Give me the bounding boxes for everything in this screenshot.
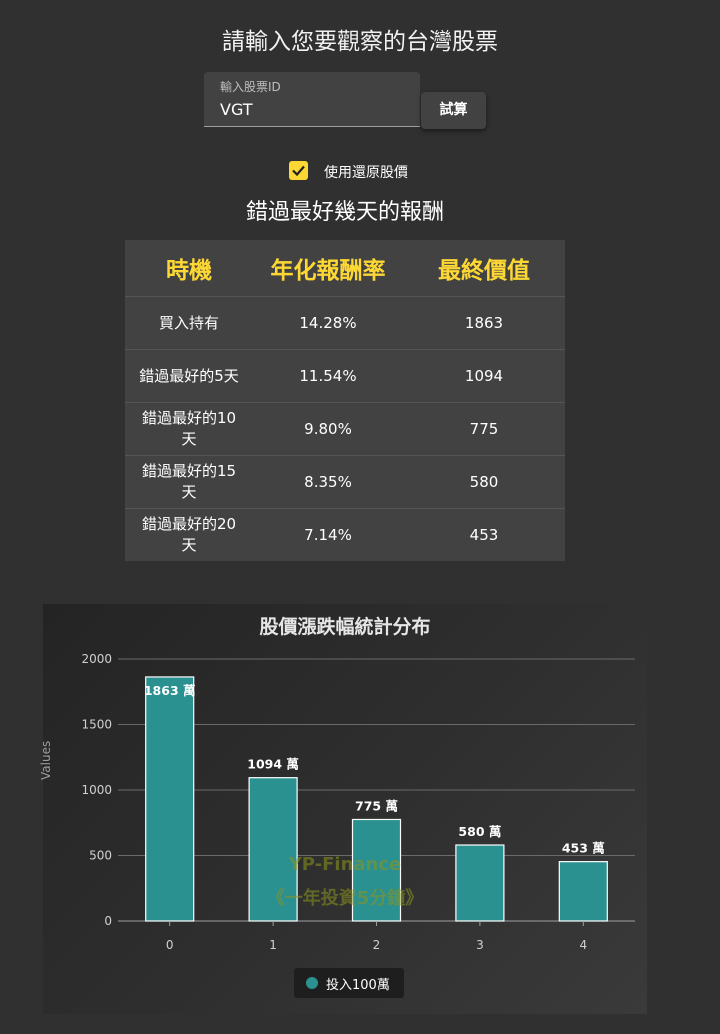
table-row: 錯過最好的15天 8.35% 580 xyxy=(125,455,565,509)
bar-data-label: 580 萬 xyxy=(458,824,501,839)
y-tick-label: 500 xyxy=(89,849,112,863)
stock-id-input[interactable]: 輸入股票ID VGT xyxy=(204,72,420,127)
cell-timing: 錯過最好的20天 xyxy=(141,515,237,554)
bar-data-label: 453 萬 xyxy=(562,841,605,856)
adjusted-price-label: 使用還原股價 xyxy=(324,165,408,181)
section-title: 錯過最好幾天的報酬 xyxy=(245,200,444,225)
x-tick-label: 4 xyxy=(579,938,587,952)
cell-annual-return: 11.54% xyxy=(253,349,403,403)
cell-annual-return: 14.28% xyxy=(253,296,403,350)
y-tick-label: 1000 xyxy=(81,783,112,797)
x-tick-label: 3 xyxy=(476,938,484,952)
table-row: 錯過最好的10天 9.80% 775 xyxy=(125,402,565,456)
bar xyxy=(558,861,608,922)
x-tick-label: 0 xyxy=(166,938,174,952)
table-row: 錯過最好的20天 7.14% 453 xyxy=(125,509,565,562)
stock-id-label: 輸入股票ID xyxy=(220,80,281,94)
cell-final-value: 775 xyxy=(403,402,565,456)
cell-timing: 買入持有 xyxy=(125,296,253,350)
header-annual-return: 年化報酬率 xyxy=(253,240,403,297)
bar-chart: 0 500 1000 1500 2000 1863 萬 0 1094 萬 1 775 萬 2 580 … xyxy=(81,652,635,952)
stock-id-value[interactable]: VGT xyxy=(220,100,253,119)
y-tick-label: 2000 xyxy=(81,652,112,666)
header-timing: 時機 xyxy=(125,240,253,297)
cell-timing: 錯過最好的10天 xyxy=(125,402,253,456)
cell-timing: 錯過最好的15天 xyxy=(125,455,253,509)
table-row: 錯過最好的5天 11.54% 1094 xyxy=(125,349,565,403)
bar xyxy=(455,844,505,922)
y-tick-label: 1500 xyxy=(81,718,112,732)
bar-data-label: 1863 萬 xyxy=(144,683,196,698)
x-tick-label: 2 xyxy=(373,938,381,952)
bar xyxy=(248,777,298,922)
adjusted-price-checkbox[interactable] xyxy=(289,161,308,180)
legend-label: 投入100萬 xyxy=(326,978,390,993)
page-title: 請輸入您要觀察的台灣股票 xyxy=(222,29,498,55)
calculate-button[interactable]: 試算 xyxy=(421,92,486,129)
table-row: 買入持有 14.28% 1863 xyxy=(125,296,565,350)
bar-data-label: 1094 萬 xyxy=(247,757,299,772)
returns-table: 時機 年化報酬率 最終價值 買入持有 14.28% 1863 錯過最好的5天 1… xyxy=(125,240,565,561)
cell-final-value: 580 xyxy=(403,455,565,509)
cell-final-value: 1863 xyxy=(403,296,565,350)
y-tick-label: 0 xyxy=(104,914,112,928)
x-tick-label: 1 xyxy=(269,938,277,952)
bar-data-label: 775 萬 xyxy=(355,798,398,813)
check-icon xyxy=(292,165,305,177)
cell-annual-return: 8.35% xyxy=(253,455,403,509)
header-final-value: 最終價值 xyxy=(403,240,565,297)
legend-marker xyxy=(306,977,318,989)
bar xyxy=(351,818,402,922)
watermark-line-1: YP-Finance xyxy=(288,854,402,875)
cell-annual-return: 9.80% xyxy=(253,402,403,456)
cell-annual-return: 7.14% xyxy=(304,526,352,544)
cell-final-value: 453 xyxy=(469,526,499,544)
chart-title: 股價漲跌幅統計分布 xyxy=(259,616,431,638)
watermark-line-2: 《一年投資5分鐘》 xyxy=(266,888,424,909)
chart-legend[interactable]: 投入100萬 xyxy=(294,968,404,998)
cell-timing: 錯過最好的5天 xyxy=(125,349,253,403)
table-header-row: 時機 年化報酬率 最終價值 xyxy=(125,240,565,297)
cell-final-value: 1094 xyxy=(403,349,565,403)
